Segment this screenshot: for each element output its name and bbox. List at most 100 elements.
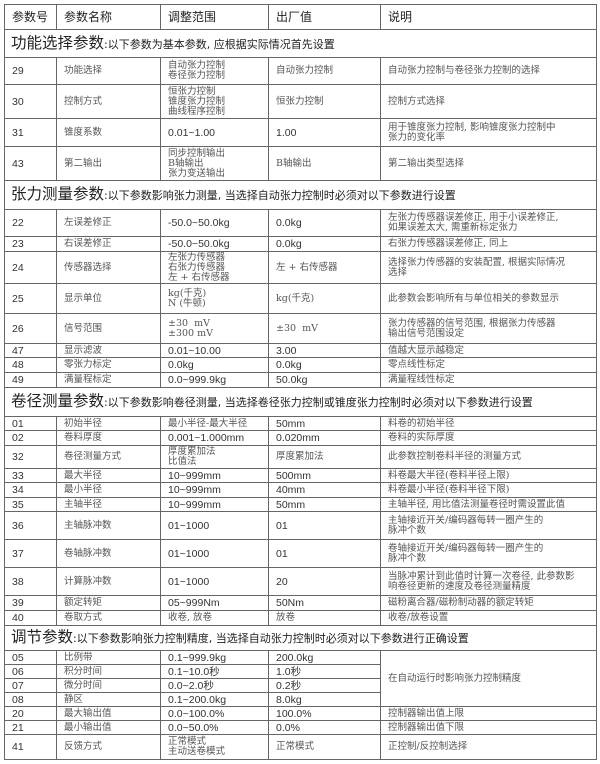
param-name: 满量程标定	[56, 372, 161, 388]
param-range-line: 01~1000	[168, 575, 210, 588]
header-param-name: 参数名称	[56, 4, 161, 30]
param-description-line: 主轴半径, 用比值法测量卷径时需设置此值	[388, 498, 566, 510]
param-range-line: 恒张力控制	[168, 85, 216, 97]
table-row: 25 显示单位 kg(千克) N (牛顿) kg(千克) 此参数会影响所有与单位相关的参数…	[4, 283, 597, 314]
param-description-line: 用于锥度张力控制, 影响锥度张力控制中	[388, 121, 556, 133]
param-default-line: 50.0kg	[276, 374, 308, 386]
param-default: 20	[268, 567, 381, 596]
param-range-line: 右张力传感器	[168, 261, 226, 273]
param-default-line: B轴输出	[276, 157, 312, 169]
table-row: 05 比例带 0.1~999.9kg 200.0kg 在自动运行时影响张力控制精度	[4, 650, 597, 707]
param-description: 卷轴接近开关/编码器每转一圈产生的 脉冲个数	[380, 539, 597, 568]
param-no: 37	[4, 539, 57, 568]
section-description: :以下参数为基本参数, 应根据实际情况首先设置	[104, 37, 335, 51]
table-row: 38 计算脉冲数 01~1000 20 当脉冲累计到此值时计算一次卷径, 此参数影 响卷径…	[4, 567, 597, 596]
param-default-line: 100.0%	[276, 707, 312, 720]
param-name: 控制方式	[56, 84, 161, 119]
param-range-line: 最小半径-最大半径	[168, 417, 248, 429]
param-description: 在自动运行时影响张力控制精度	[380, 650, 597, 707]
param-default: ±30 mV	[268, 313, 381, 344]
param-default: 自动张力控制	[268, 57, 381, 85]
param-range: 恒张力控制 锥度张力控制 曲线程序控制	[160, 84, 269, 119]
param-description-line: 控制器输出值下限	[388, 721, 465, 733]
table-row: 40 卷取方式 收卷, 放卷 放卷 收卷/放卷设置	[4, 610, 597, 626]
table-row: 47 显示滤波 0.01~10.00 3.00 值越大显示越稳定	[4, 343, 597, 358]
param-range-line: 主动送卷模式	[168, 746, 226, 757]
param-no: 25	[4, 283, 57, 314]
parameter-table: 参数号 参数名称 调整范围 出厂值 说明 功能选择参数:以下参数为基本参数, 应…	[4, 4, 597, 760]
param-description: 零点线性标定	[380, 357, 597, 373]
param-name: 计算脉冲数	[56, 567, 161, 596]
header-range: 调整范围	[160, 4, 269, 30]
param-default-line: 3.00	[276, 344, 297, 357]
param-name: 最大半径	[56, 468, 161, 483]
param-default-line: 50mm	[276, 498, 306, 511]
param-name: 卷料厚度	[56, 430, 161, 446]
section-header-row: 功能选择参数:以下参数为基本参数, 应根据实际情况首先设置	[4, 29, 597, 58]
table-row: 36 主轴脉冲数 01~1000 01 主轴接近开关/编码器每转一圈产生的 脉冲个数	[4, 511, 597, 540]
param-name: 卷径测量方式	[56, 445, 161, 469]
param-range-line: 正常模式	[168, 736, 207, 747]
param-no: 41	[4, 734, 57, 760]
param-default-line: 1.00	[276, 126, 297, 139]
param-description-line: 料卷的初始半径	[388, 417, 455, 429]
param-default-line: 0.0kg	[276, 359, 302, 371]
param-description-line: 当脉冲累计到此值时计算一次卷径, 此参数影	[388, 570, 575, 582]
param-default: 0.0kg	[268, 236, 381, 252]
param-no: 23	[4, 236, 57, 252]
param-default-line: 20	[276, 575, 288, 588]
param-default: 0.0%	[268, 720, 381, 735]
param-description-line: 自动张力控制与卷径张力控制的选择	[388, 65, 541, 76]
param-default-line: 40mm	[276, 484, 306, 496]
param-description-line: 料卷最大半径(卷料半径上限)	[388, 469, 510, 481]
table-row: 24 传感器选择 左张力传感器 右张力传感器左 + 右传感器左 + 右传感器 选择张力传…	[4, 251, 597, 284]
section-description: :以下参数影响张力测量, 当选择自动张力控制时必须对以下参数进行设置	[104, 189, 456, 202]
param-description-line: 值越大显示越稳定	[388, 344, 465, 356]
param-name: 信号范围	[56, 313, 161, 344]
table-row: 29 功能选择 自动张力控制 卷径张力控制 自动张力控制 自动张力控制与卷径张力控制的选择	[4, 57, 597, 85]
param-range: 正常模式 主动送卷模式	[160, 734, 269, 760]
param-default-line: 50Nm	[276, 597, 305, 609]
param-no: 24	[4, 251, 57, 284]
param-default: 50Nm	[268, 595, 381, 611]
param-range: 0.1~999.9kg	[160, 650, 269, 665]
param-default: 1.00	[268, 118, 381, 147]
param-range-line: 10~999mm	[168, 498, 221, 511]
param-range-line: 锥度张力控制	[168, 95, 226, 107]
param-default: 3.00	[268, 343, 381, 358]
param-range: 厚度累加法 比值法	[160, 445, 269, 469]
param-range: 0.0~2.0秒	[160, 678, 269, 693]
param-range-line: 左张力传感器	[168, 251, 226, 263]
param-name: 最大输出值	[56, 706, 161, 721]
param-description-line: 收卷/放卷设置	[388, 612, 449, 623]
param-default-line: 500mm	[276, 469, 312, 482]
param-no: 01	[4, 416, 57, 431]
param-description-line: 此参数控制卷料半径的测量方式	[388, 451, 522, 462]
param-no: 31	[4, 118, 57, 147]
section-header: 调节参数:以下参数影响张力控制精度, 当选择自动张力控制时必须对以下参数进行正确…	[4, 625, 597, 651]
param-range-line: 0.1~999.9kg	[168, 651, 227, 664]
param-range-line: 同步控制输出	[168, 147, 226, 159]
param-default-line: 放卷	[276, 612, 296, 623]
param-range-line: 卷径张力控制	[168, 70, 226, 81]
param-no: 40	[4, 610, 57, 626]
param-description: 用于锥度张力控制, 影响锥度张力控制中 张力的变化率	[380, 118, 597, 147]
param-default-line: 200.0kg	[276, 651, 314, 664]
param-default: 左 + 右传感器	[268, 251, 381, 284]
param-default: 01	[268, 511, 381, 540]
table-row: 22 左误差修正 -50.0~50.0kg 0.0kg 左张力传感器误差修正, 用于小误…	[4, 209, 597, 237]
param-default-line: ±30 mV	[276, 322, 318, 334]
param-description-line: 控制方式选择	[388, 95, 446, 107]
param-description: 磁粉离合器/磁粉制动器的额定转矩	[380, 595, 597, 611]
param-range-line: 0.0~2.0秒	[168, 679, 214, 692]
param-description: 正控制/反控制选择	[380, 734, 597, 760]
param-no: 39	[4, 595, 57, 611]
section-title: 调节参数	[11, 628, 74, 646]
section-description: :以下参数影响张力控制精度, 当选择自动张力控制时必须对以下参数进行正确设置	[73, 632, 469, 645]
param-description-line: 正控制/反控制选择	[388, 741, 468, 752]
param-no: 43	[4, 146, 57, 181]
param-range: 最小半径-最大半径	[160, 416, 269, 431]
param-range-line: 比值法	[168, 456, 197, 467]
param-description: 满量程线性标定	[380, 372, 597, 388]
param-range-line: B轴输出	[168, 157, 204, 169]
